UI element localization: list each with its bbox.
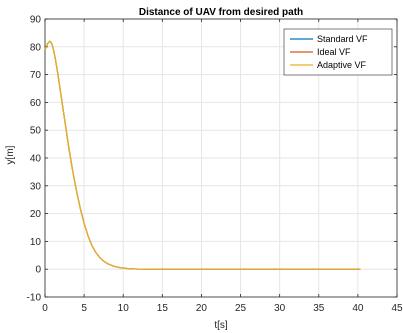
x-axis-label: t[s] — [214, 320, 228, 331]
y-tick-label: 90 — [30, 15, 42, 26]
chart-title: Distance of UAV from desired path — [139, 7, 303, 18]
x-tick-label: 35 — [313, 303, 325, 314]
x-tick-label: 30 — [274, 303, 286, 314]
x-tick-label: 25 — [235, 303, 247, 314]
y-tick-label: -10 — [27, 293, 42, 304]
y-tick-label: 0 — [35, 265, 41, 276]
x-tick-label: 45 — [391, 303, 403, 314]
y-tick-label: 30 — [30, 181, 42, 192]
series-line-adaptive-vf — [44, 40, 361, 270]
legend-label: Ideal VF — [317, 47, 351, 57]
y-tick-label: 40 — [30, 154, 42, 165]
y-tick-label: 10 — [30, 237, 42, 248]
y-tick-label: 70 — [30, 70, 42, 81]
legend-label: Standard VF — [317, 34, 368, 44]
y-tick-label: 50 — [30, 126, 42, 137]
y-tick-label: 80 — [30, 42, 42, 53]
x-tick-label: 15 — [157, 303, 169, 314]
x-tick-label: 20 — [196, 303, 208, 314]
y-axis-label: y[m] — [5, 145, 16, 164]
x-tick-label: 5 — [81, 303, 87, 314]
x-tick-label: 40 — [352, 303, 364, 314]
x-tick-label: 0 — [42, 303, 48, 314]
plot-area: 0 5 10 15 20 25 30 35 40 45-100102030405060708090… — [27, 15, 403, 315]
y-tick-label: 20 — [30, 209, 42, 220]
y-tick-label: 60 — [30, 98, 42, 109]
legend-label: Adaptive VF — [317, 60, 367, 70]
x-tick-label: 10 — [118, 303, 130, 314]
